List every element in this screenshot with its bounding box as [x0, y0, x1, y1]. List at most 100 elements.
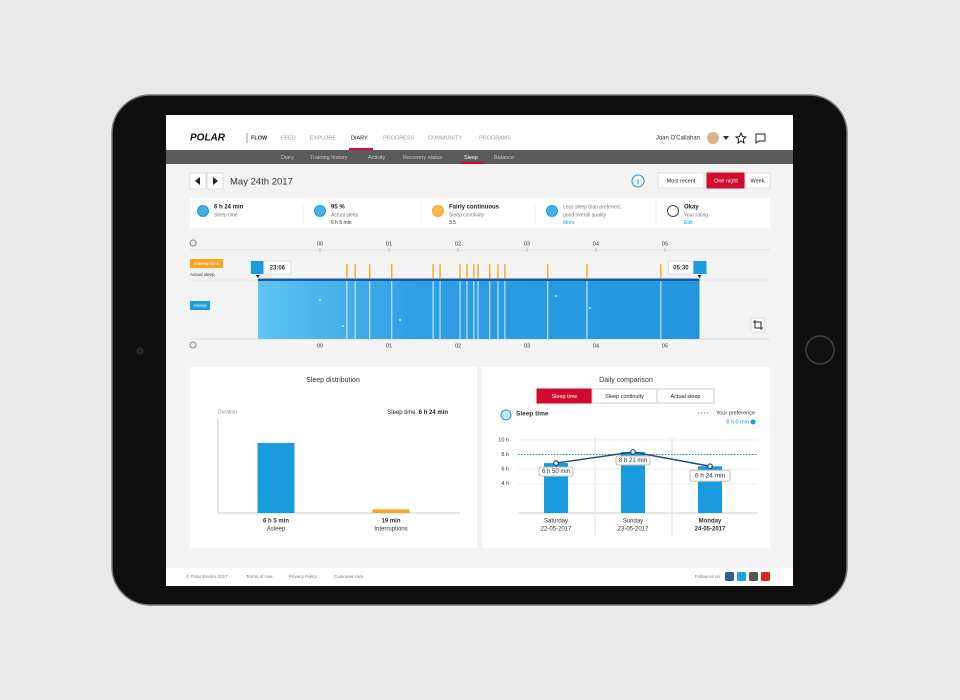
interruption — [660, 264, 662, 278]
tab-label[interactable]: Sleep time — [552, 394, 578, 400]
date-label: 22-05-2017 — [541, 527, 572, 533]
tab-label[interactable]: Actual sleep — [671, 394, 701, 400]
legend-label: Your preference — [716, 410, 755, 416]
subnav-item[interactable]: Sleep — [464, 155, 478, 161]
next-icon — [213, 177, 218, 185]
chat-icon[interactable] — [755, 133, 766, 144]
summary-box — [190, 198, 770, 228]
dropdown-icon[interactable] — [723, 136, 729, 140]
asleep-area — [257, 280, 700, 339]
sleep-gap — [432, 281, 434, 339]
summary-icon — [314, 205, 326, 217]
view-button[interactable] — [657, 172, 705, 189]
star-decor — [555, 295, 557, 297]
sleep-gap — [477, 281, 479, 339]
view-label[interactable]: Week — [751, 178, 765, 184]
nav-item[interactable]: EXPLORE — [310, 135, 336, 141]
time-badge[interactable] — [263, 260, 292, 275]
point — [707, 463, 713, 470]
time-tick-label: 00 — [317, 241, 323, 247]
summary-detail: 3.5 — [449, 220, 456, 226]
view-label[interactable]: One night — [714, 178, 738, 184]
preference-value[interactable]: 8 h 0 min — [726, 419, 749, 425]
nav-item[interactable]: COMMUNITY — [428, 135, 462, 141]
sun-icon[interactable] — [693, 261, 707, 274]
time-tick-label: 01 — [386, 241, 392, 247]
time-tick-label: 00 — [317, 343, 323, 349]
interruption — [489, 264, 491, 278]
tab-label[interactable]: Sleep continuity — [605, 394, 644, 400]
interruption — [504, 264, 506, 278]
total-value: 6 h 24 min — [419, 410, 449, 416]
nav-item[interactable]: PROGRESS — [383, 135, 415, 141]
subnav-item[interactable]: Activity — [368, 155, 386, 161]
subnav-item[interactable]: Recovery status — [403, 155, 443, 161]
interruption — [368, 264, 371, 278]
user-name[interactable]: Joan O'Callahan — [656, 136, 700, 142]
star-decor — [342, 325, 344, 327]
info-icon[interactable] — [631, 174, 645, 188]
interruption — [466, 264, 468, 278]
summary-label: Sleep time — [214, 212, 238, 218]
end-time[interactable]: 05:30 — [673, 266, 689, 272]
social-icon[interactable] — [725, 572, 734, 581]
star-decor — [589, 307, 591, 309]
star-icon[interactable] — [734, 131, 748, 145]
nav-item[interactable]: DIARY — [351, 135, 368, 141]
product-name: FLOW — [251, 135, 268, 141]
subnav-item[interactable]: Training history — [310, 155, 348, 161]
interruption — [354, 264, 356, 278]
prev-icon — [195, 177, 200, 185]
row-label: Asleep — [193, 303, 207, 308]
moon-icon[interactable] — [250, 261, 264, 274]
edit-icon[interactable] — [750, 419, 756, 425]
footer-link[interactable]: Terms of Use — [246, 574, 273, 579]
summary-value: 95 % — [331, 205, 345, 211]
start-time[interactable]: 23:06 — [270, 266, 286, 272]
interruption — [391, 264, 393, 278]
total-caption: Sleep time — [387, 410, 416, 416]
summary-icon — [546, 205, 558, 217]
day-label: Sunday — [623, 519, 643, 525]
logo: POLAR — [190, 133, 226, 144]
summary-label: Sleep continuity — [449, 212, 485, 218]
view-button[interactable] — [744, 172, 771, 189]
bar — [257, 442, 295, 513]
bar — [372, 509, 410, 513]
date: May 24th 2017 — [230, 177, 293, 188]
avatar[interactable] — [707, 132, 719, 144]
summary-link[interactable]: More — [563, 220, 575, 226]
nav-item[interactable]: PROGRAMS — [479, 135, 511, 141]
time-tick-label: 04 — [593, 343, 599, 349]
social-icon[interactable] — [761, 572, 770, 581]
summary-value: Fairly continuous — [449, 205, 500, 211]
bar-value-label: 19 min — [381, 519, 400, 525]
footer-link[interactable]: Customer care — [334, 574, 364, 579]
row-label: Interruptions — [194, 261, 220, 266]
sleep-gap — [466, 281, 468, 339]
subnav-item[interactable]: Balance — [494, 155, 514, 161]
crop-button[interactable] — [750, 317, 766, 333]
crop-icon — [753, 320, 763, 330]
home-button[interactable] — [805, 335, 835, 365]
summary-link[interactable]: Edit — [684, 220, 693, 226]
row-tag — [190, 301, 210, 310]
y-tick-label: 4 h — [501, 481, 509, 487]
footer-link[interactable]: Privacy Policy — [289, 574, 318, 579]
social-icon[interactable] — [749, 572, 758, 581]
nav-item[interactable]: FEED — [281, 135, 296, 141]
value-badge — [615, 455, 651, 466]
time-tick-label: 03 — [524, 241, 530, 247]
sleep-gap — [369, 281, 371, 339]
view-label[interactable]: Most recent — [667, 178, 696, 184]
star-decor — [399, 319, 401, 321]
subnav-item[interactable]: Diary — [281, 155, 294, 161]
tab[interactable] — [656, 388, 715, 404]
social-icon[interactable] — [737, 572, 746, 581]
y-tick-label: 8 h — [501, 452, 509, 458]
sleep-gap — [586, 281, 588, 339]
footer — [166, 568, 793, 586]
sleep-gap — [459, 281, 461, 339]
